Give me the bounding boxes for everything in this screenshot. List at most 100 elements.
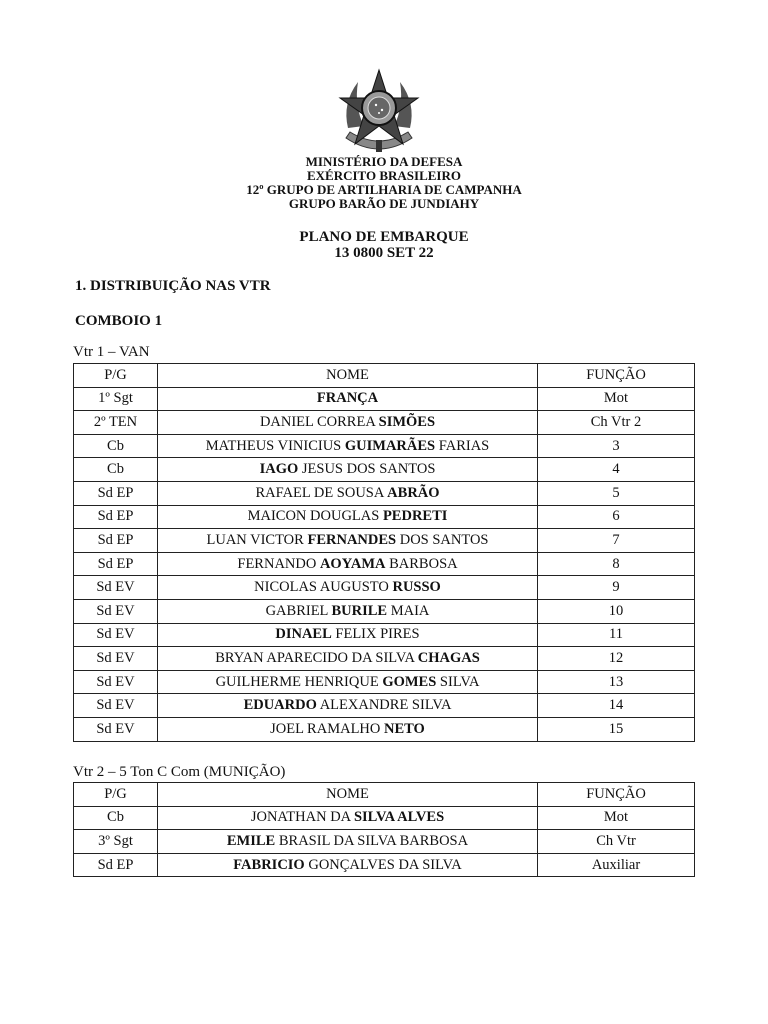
rank-cell: Sd EP bbox=[73, 480, 158, 506]
coat-of-arms-emblem bbox=[338, 68, 420, 152]
name-post: JESUS DOS SANTOS bbox=[298, 461, 436, 478]
table-row: Sd EP FERNANDO AOYAMA BARBOSA 8 bbox=[73, 551, 695, 577]
column-header: P/G bbox=[73, 363, 158, 388]
column-header: FUNÇÃO bbox=[537, 782, 695, 807]
function-cell: 3 bbox=[537, 433, 695, 459]
document-title: PLANO DE EMBARQUE bbox=[299, 229, 469, 245]
function-cell: 8 bbox=[537, 551, 695, 577]
name-cell: EDUARDO ALEXANDRE SILVA bbox=[157, 693, 538, 718]
table-row: Sd EV DINAEL FELIX PIRES 11 bbox=[73, 622, 695, 648]
name-bold: RUSSO bbox=[392, 579, 441, 596]
name-post: SILVA bbox=[436, 673, 480, 690]
name-cell: GUILHERME HENRIQUE GOMES SILVA bbox=[157, 669, 538, 695]
name-bold: SIMÕES bbox=[378, 413, 436, 430]
name-bold: EMILE bbox=[226, 832, 276, 849]
table-row: Sd EV GABRIEL BURILE MAIA 10 bbox=[73, 598, 695, 624]
rank-cell: Sd EP bbox=[73, 852, 158, 878]
name-bold: ABRÃO bbox=[387, 484, 440, 501]
header-army: EXÉRCITO BRASILEIRO bbox=[306, 168, 461, 183]
table-row: Cb JONATHAN DA SILVA ALVES Mot bbox=[73, 805, 695, 831]
function-cell: Ch Vtr bbox=[537, 829, 695, 854]
column-header: NOME bbox=[157, 363, 538, 388]
name-cell: IAGO JESUS DOS SANTOS bbox=[157, 457, 538, 482]
vehicle-1-table: P/G NOME FUNÇÃO 1º Sgt FRANÇA Mot 2º TEN DANIEL… bbox=[73, 363, 695, 742]
rank-cell: 3º Sgt bbox=[73, 829, 158, 854]
name-cell: JONATHAN DA SILVA ALVES bbox=[157, 805, 538, 831]
name-pre: JONATHAN DA bbox=[250, 809, 354, 826]
column-header: FUNÇÃO bbox=[537, 363, 695, 388]
rank-cell: Sd EV bbox=[73, 622, 158, 648]
function-cell: 5 bbox=[537, 480, 695, 506]
table-row: Sd EP FABRICIO GONÇALVES DA SILVA Auxiliar bbox=[73, 852, 695, 878]
table-row: Sd EV JOEL RAMALHO NETO 15 bbox=[73, 716, 695, 742]
name-bold: EDUARDO bbox=[243, 697, 317, 714]
name-pre: JOEL RAMALHO bbox=[270, 720, 384, 737]
table-row: Sd EV GUILHERME HENRIQUE GOMES SILVA 13 bbox=[73, 669, 695, 695]
table-header-row: P/G NOME FUNÇÃO bbox=[73, 782, 695, 807]
convoy-heading: COMBOIO 1 bbox=[75, 313, 163, 329]
column-header: P/G bbox=[73, 782, 158, 807]
name-post: MAIA bbox=[387, 602, 430, 619]
vehicle-2-caption: Vtr 2 – 5 Ton C Com (MUNIÇÃO) bbox=[73, 764, 286, 780]
function-cell: Ch Vtr 2 bbox=[537, 410, 695, 435]
header-group-name: GRUPO BARÃO DE JUNDIAHY bbox=[288, 196, 480, 211]
name-cell: NICOLAS AUGUSTO RUSSO bbox=[157, 575, 538, 600]
name-cell: MATHEUS VINICIUS GUIMARÃES FARIAS bbox=[157, 433, 538, 459]
rank-cell: Sd EP bbox=[73, 528, 158, 553]
function-cell: 15 bbox=[537, 716, 695, 742]
name-bold: SILVA ALVES bbox=[353, 809, 445, 826]
name-pre: NICOLAS AUGUSTO bbox=[254, 579, 393, 596]
name-pre: GABRIEL bbox=[265, 602, 332, 619]
function-cell: 11 bbox=[537, 622, 695, 648]
name-post: DOS SANTOS bbox=[396, 531, 489, 548]
name-cell: GABRIEL BURILE MAIA bbox=[157, 598, 538, 624]
function-cell: 14 bbox=[537, 693, 695, 718]
table-row: Sd EV BRYAN APARECIDO DA SILVA CHAGAS 12 bbox=[73, 646, 695, 671]
name-pre: MATHEUS VINICIUS bbox=[205, 437, 345, 454]
name-pre: FERNANDO bbox=[237, 555, 320, 572]
rank-cell: Sd EV bbox=[73, 646, 158, 671]
rank-cell: Cb bbox=[73, 457, 158, 482]
name-pre: DANIEL CORREA bbox=[259, 413, 379, 430]
name-post: FELIX PIRES bbox=[331, 626, 420, 643]
name-bold: PEDRETI bbox=[382, 508, 448, 525]
vehicle-2-table: P/G NOME FUNÇÃO Cb JONATHAN DA SILVA ALVES Mo… bbox=[73, 782, 695, 878]
name-cell: JOEL RAMALHO NETO bbox=[157, 716, 538, 742]
function-cell: 4 bbox=[537, 457, 695, 482]
function-cell: 10 bbox=[537, 598, 695, 624]
name-bold: GOMES bbox=[382, 673, 437, 690]
name-bold: BURILE bbox=[331, 602, 388, 619]
name-pre: LUAN VICTOR bbox=[206, 531, 308, 548]
name-bold: IAGO bbox=[259, 461, 299, 478]
name-pre: RAFAEL DE SOUSA bbox=[255, 484, 388, 501]
name-bold: GUIMARÃES bbox=[344, 437, 436, 454]
name-post: BARBOSA bbox=[385, 555, 458, 572]
name-cell: BRYAN APARECIDO DA SILVA CHAGAS bbox=[157, 646, 538, 671]
name-bold: DINAEL bbox=[275, 626, 332, 643]
document-date: 13 0800 SET 22 bbox=[334, 245, 434, 261]
function-cell: 9 bbox=[537, 575, 695, 600]
name-pre: BRYAN APARECIDO DA SILVA bbox=[215, 649, 418, 666]
name-cell: DINAEL FELIX PIRES bbox=[157, 622, 538, 648]
rank-cell: Cb bbox=[73, 433, 158, 459]
table-row: Sd EV NICOLAS AUGUSTO RUSSO 9 bbox=[73, 575, 695, 600]
name-bold: FABRICIO bbox=[233, 856, 305, 873]
name-bold: FRANÇA bbox=[316, 390, 379, 407]
name-cell: EMILE BRASIL DA SILVA BARBOSA bbox=[157, 829, 538, 854]
rank-cell: Sd EV bbox=[73, 716, 158, 742]
table-row: Sd EP MAICON DOUGLAS PEDRETI 6 bbox=[73, 504, 695, 530]
name-post: GONÇALVES DA SILVA bbox=[304, 856, 462, 873]
rank-cell: 2º TEN bbox=[73, 410, 158, 435]
name-cell: RAFAEL DE SOUSA ABRÃO bbox=[157, 480, 538, 506]
name-cell: MAICON DOUGLAS PEDRETI bbox=[157, 504, 538, 530]
name-pre: MAICON DOUGLAS bbox=[247, 508, 383, 525]
rank-cell: Sd EV bbox=[73, 693, 158, 718]
function-cell: 13 bbox=[537, 669, 695, 695]
name-pre: GUILHERME HENRIQUE bbox=[215, 673, 383, 690]
function-cell: Auxiliar bbox=[537, 852, 695, 878]
section-heading: 1. DISTRIBUIÇÃO NAS VTR bbox=[75, 278, 271, 294]
table-row: 1º Sgt FRANÇA Mot bbox=[73, 386, 695, 412]
name-cell: DANIEL CORREA SIMÕES bbox=[157, 410, 538, 435]
name-cell: FRANÇA bbox=[157, 386, 538, 412]
name-bold: AOYAMA bbox=[319, 555, 386, 572]
